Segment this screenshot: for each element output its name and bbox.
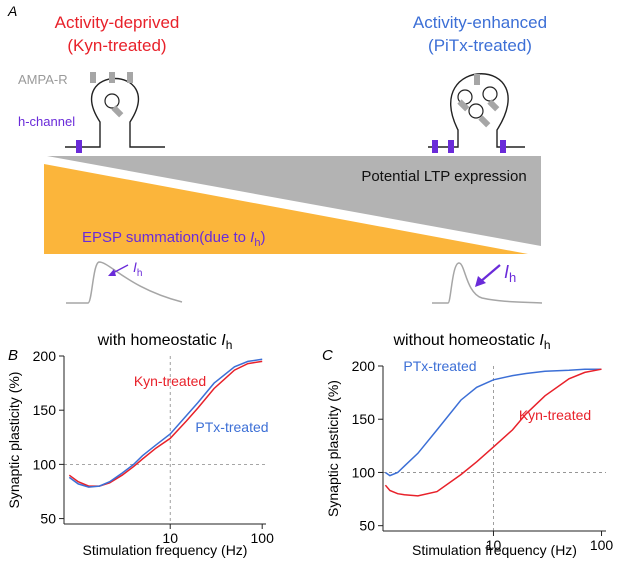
current-label: Ih: [133, 259, 142, 279]
ltp-wedge: [47, 156, 541, 246]
label-run: I: [504, 262, 509, 282]
label-run: EPSP summation(due to: [82, 229, 250, 246]
y-axis-label: Synaptic plasticity (%): [325, 380, 341, 517]
label-run: I: [250, 229, 254, 246]
y-tick-label: 50: [40, 511, 56, 527]
y-tick-label: 150: [352, 411, 376, 427]
condition-subtitle: (Kyn-treated): [67, 36, 166, 55]
y-tick-label: 100: [33, 456, 57, 472]
epsp-wedge: [44, 164, 528, 254]
label-run: I: [133, 259, 137, 275]
chart-title: with homeostatic Ih: [97, 332, 233, 352]
condition-subtitle: (PiTx-treated): [428, 36, 532, 55]
x-axis-label: Stimulation frequency (Hz): [412, 542, 577, 558]
title-run: with homeostatic: [97, 332, 222, 349]
synapse-right-parts: [432, 74, 506, 153]
x-tick-label: 10: [162, 530, 178, 546]
y-tick-label: 100: [352, 464, 376, 480]
x-axis-label: Stimulation frequency (Hz): [83, 542, 248, 558]
series-label: Kyn-treated: [519, 407, 591, 423]
panel-letter: A: [7, 3, 17, 19]
label-run: h: [137, 268, 143, 279]
synapse-left-parts: [76, 72, 133, 153]
y-tick-label: 200: [33, 348, 57, 364]
series-label: PTx-treated: [403, 358, 476, 374]
epsp-label: EPSP summation(due to Ih): [82, 229, 265, 249]
series-line: [384, 368, 602, 497]
epsp-trace: [66, 261, 183, 304]
y-axis-label: Synaptic plasticity (%): [6, 372, 22, 509]
label-run: h: [509, 270, 516, 285]
series-line: [68, 358, 263, 488]
title-run: h: [544, 338, 551, 352]
x-tick-label: 10: [486, 537, 502, 553]
label-run: h: [254, 237, 260, 249]
series-label: Kyn-treated: [134, 373, 206, 389]
arrow: [479, 264, 501, 283]
y-tick-label: 200: [352, 358, 376, 374]
panel-letter: C: [322, 347, 333, 364]
series-label: PTx-treated: [195, 419, 268, 435]
title-run: I: [221, 332, 226, 349]
channel-label: h-channel: [18, 114, 75, 129]
y-tick-label: 150: [33, 402, 57, 418]
synapse-right: [428, 73, 525, 148]
condition-title: Activity-enhanced: [413, 13, 547, 32]
y-tick-label: 50: [359, 518, 375, 534]
epsp-trace: [432, 262, 543, 304]
panel-letter: B: [8, 347, 18, 364]
arrowhead: [108, 269, 116, 276]
arrowhead: [475, 276, 486, 287]
ampa-label: AMPA-R: [18, 72, 68, 87]
current-label: Ih: [504, 262, 516, 285]
chart-title: without homeostatic Ih: [393, 332, 551, 352]
label-run: ): [260, 229, 265, 246]
title-run: I: [539, 332, 544, 349]
series-line: [384, 368, 602, 477]
condition-title: Activity-deprived: [55, 13, 180, 32]
x-tick-label: 100: [251, 530, 275, 546]
title-run: h: [226, 338, 233, 352]
x-tick-label: 100: [590, 537, 614, 553]
title-run: without homeostatic: [393, 332, 540, 349]
ltp-label: Potential LTP expression: [361, 168, 526, 185]
